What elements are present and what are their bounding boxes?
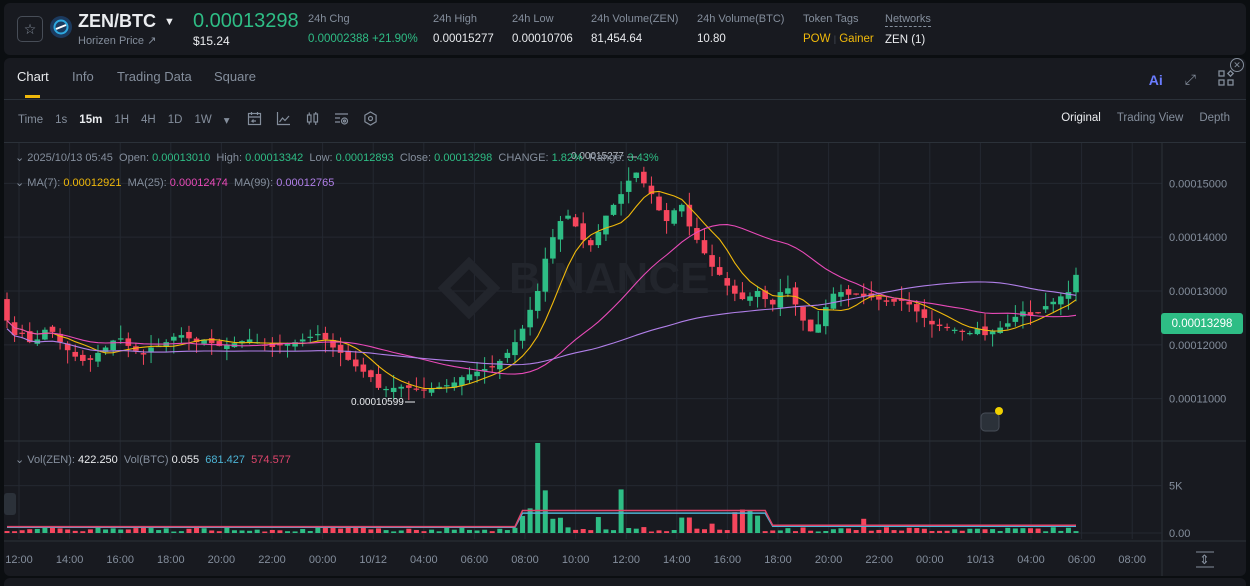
svg-text:10/13: 10/13 [967, 554, 995, 566]
pair-selector[interactable]: ZEN/BTC ▼ [78, 11, 175, 32]
chart-panel: Chart Info Trading Data Square Ai ⤢ ✕ Ti… [4, 58, 1246, 576]
ticker-header: ☆ ZEN/BTC ▼ Horizen Price ↗ 0.00013298 $… [4, 3, 1246, 55]
tab-chart[interactable]: Chart [17, 69, 49, 98]
favorite-star-button[interactable]: ☆ [17, 16, 43, 42]
collapse-chevron-icon[interactable]: ⌄ [15, 454, 25, 466]
expand-icon[interactable]: ⤢ [1184, 71, 1196, 87]
svg-text:08:00: 08:00 [511, 554, 539, 566]
svg-text:22:00: 22:00 [258, 554, 286, 566]
svg-text:0.00013000: 0.00013000 [1169, 286, 1227, 298]
view-depth[interactable]: Depth [1199, 112, 1230, 124]
svg-text:10/12: 10/12 [359, 554, 387, 566]
interval-1w[interactable]: 1W [194, 114, 212, 126]
svg-text:12:00: 12:00 [612, 554, 640, 566]
interval-1s[interactable]: 1s [55, 114, 68, 126]
tab-info[interactable]: Info [72, 69, 94, 84]
stat-networks[interactable]: Networks ZEN (1) [885, 13, 931, 46]
svg-text:00:00: 00:00 [916, 554, 944, 566]
svg-text:06:00: 06:00 [461, 554, 489, 566]
stat-24h-change: 24h Chg 0.00002388 +21.90% [308, 13, 418, 45]
interval-1d[interactable]: 1D [167, 114, 183, 126]
ohlc-legend: ⌄ 2025/10/13 05:45 Open: 0.00013010 High… [15, 152, 659, 164]
svg-text:20:00: 20:00 [208, 554, 236, 566]
current-price-tag: 0.00013298 [1161, 313, 1243, 334]
svg-text:0.00: 0.00 [1169, 528, 1190, 540]
view-original[interactable]: Original [1061, 112, 1101, 124]
close-icon[interactable]: ✕ [1230, 58, 1244, 72]
settings-list-icon[interactable] [334, 111, 349, 129]
svg-text:0.00011000: 0.00011000 [1169, 394, 1226, 406]
svg-text:04:00: 04:00 [1017, 554, 1045, 566]
svg-text:16:00: 16:00 [714, 554, 742, 566]
view-switcher: Original Trading View Depth [1061, 112, 1230, 124]
chart-area[interactable]: 0.00015000 0.00014000 0.00013000 0.00012000… [4, 142, 1246, 576]
svg-text:00:00: 00:00 [309, 554, 337, 566]
svg-text:0.00012000: 0.00012000 [1169, 340, 1227, 352]
svg-text:5K: 5K [1169, 481, 1183, 493]
chart-toolbar: Time 1s 15m 1H 4H 1D 1W ▾ [4, 100, 1246, 140]
horizen-logo [50, 16, 72, 38]
stat-token-tags: Token Tags POW | Gainer [803, 13, 874, 45]
svg-text:10:00: 10:00 [562, 554, 590, 566]
pair-name: ZEN/BTC [78, 11, 156, 31]
tab-trading-data[interactable]: Trading Data [117, 69, 192, 84]
svg-text:06:00: 06:00 [1068, 554, 1096, 566]
tab-bar: Chart Info Trading Data Square Ai ⤢ ✕ [4, 58, 1246, 100]
svg-text:18:00: 18:00 [764, 554, 792, 566]
ma-legend: ⌄ MA(7): 0.00012921 MA(25): 0.00012474 M… [15, 177, 335, 189]
svg-text:14:00: 14:00 [56, 554, 84, 566]
collapse-chevron-icon[interactable]: ⌄ [15, 177, 25, 189]
svg-text:0.00015277: 0.00015277 [571, 151, 624, 162]
svg-text:16:00: 16:00 [106, 554, 134, 566]
bottom-panel-edge [4, 578, 1246, 586]
stat-24h-volume-zen: 24h Volume(ZEN) 81,454.64 [591, 13, 679, 45]
candlestick-chart[interactable]: 0.00015000 0.00014000 0.00013000 0.00012000… [4, 143, 1246, 576]
interval-1h[interactable]: 1H [114, 114, 130, 126]
svg-text:08:00: 08:00 [1118, 554, 1146, 566]
svg-text:04:00: 04:00 [410, 554, 438, 566]
svg-text:22:00: 22:00 [865, 554, 893, 566]
svg-text:14:00: 14:00 [663, 554, 691, 566]
token-price-link[interactable]: Horizen Price ↗ [78, 35, 157, 47]
stat-24h-low: 24h Low 0.00010706 [512, 13, 573, 45]
svg-text:0.00010599: 0.00010599 [351, 397, 404, 408]
svg-text:0.00015000: 0.00015000 [1169, 178, 1227, 190]
stat-24h-high: 24h High 0.00015277 [433, 13, 494, 45]
svg-text:18:00: 18:00 [157, 554, 185, 566]
candle-type-icon[interactable] [305, 111, 320, 129]
volume-legend: ⌄ Vol(ZEN): 422.250 Vol(BTC) 0.055 681.4… [15, 454, 291, 466]
chevron-down-icon: ▼ [164, 15, 175, 28]
usd-price: $15.24 [193, 34, 230, 48]
view-trading-view[interactable]: Trading View [1116, 112, 1184, 124]
svg-text:0.00014000: 0.00014000 [1169, 232, 1227, 244]
tag-pow[interactable]: POW [803, 33, 831, 45]
tab-square[interactable]: Square [214, 69, 256, 84]
interval-4h[interactable]: 4H [141, 114, 156, 126]
time-label: Time [18, 114, 44, 126]
svg-text:BINANCE: BINANCE [509, 254, 709, 303]
stat-24h-volume-btc: 24h Volume(BTC) 10.80 [697, 13, 785, 45]
svg-text:⇕: ⇕ [1199, 552, 1210, 567]
collapse-chevron-icon[interactable]: ⌄ [15, 152, 25, 164]
last-price: 0.00013298 [193, 10, 299, 32]
svg-text:20:00: 20:00 [815, 554, 843, 566]
calendar-icon[interactable] [247, 111, 262, 129]
star-icon: ☆ [23, 20, 37, 37]
indicator-icon[interactable] [276, 111, 291, 129]
ai-button[interactable]: Ai [1148, 71, 1163, 88]
interval-15m[interactable]: 15m [79, 114, 103, 126]
tag-gainer[interactable]: Gainer [839, 33, 874, 45]
hexagon-settings-icon[interactable] [363, 111, 378, 129]
layout-grid-icon[interactable] [1218, 69, 1235, 89]
interval-dropdown[interactable]: ▾ [223, 115, 230, 127]
svg-text:12:00: 12:00 [5, 554, 33, 566]
